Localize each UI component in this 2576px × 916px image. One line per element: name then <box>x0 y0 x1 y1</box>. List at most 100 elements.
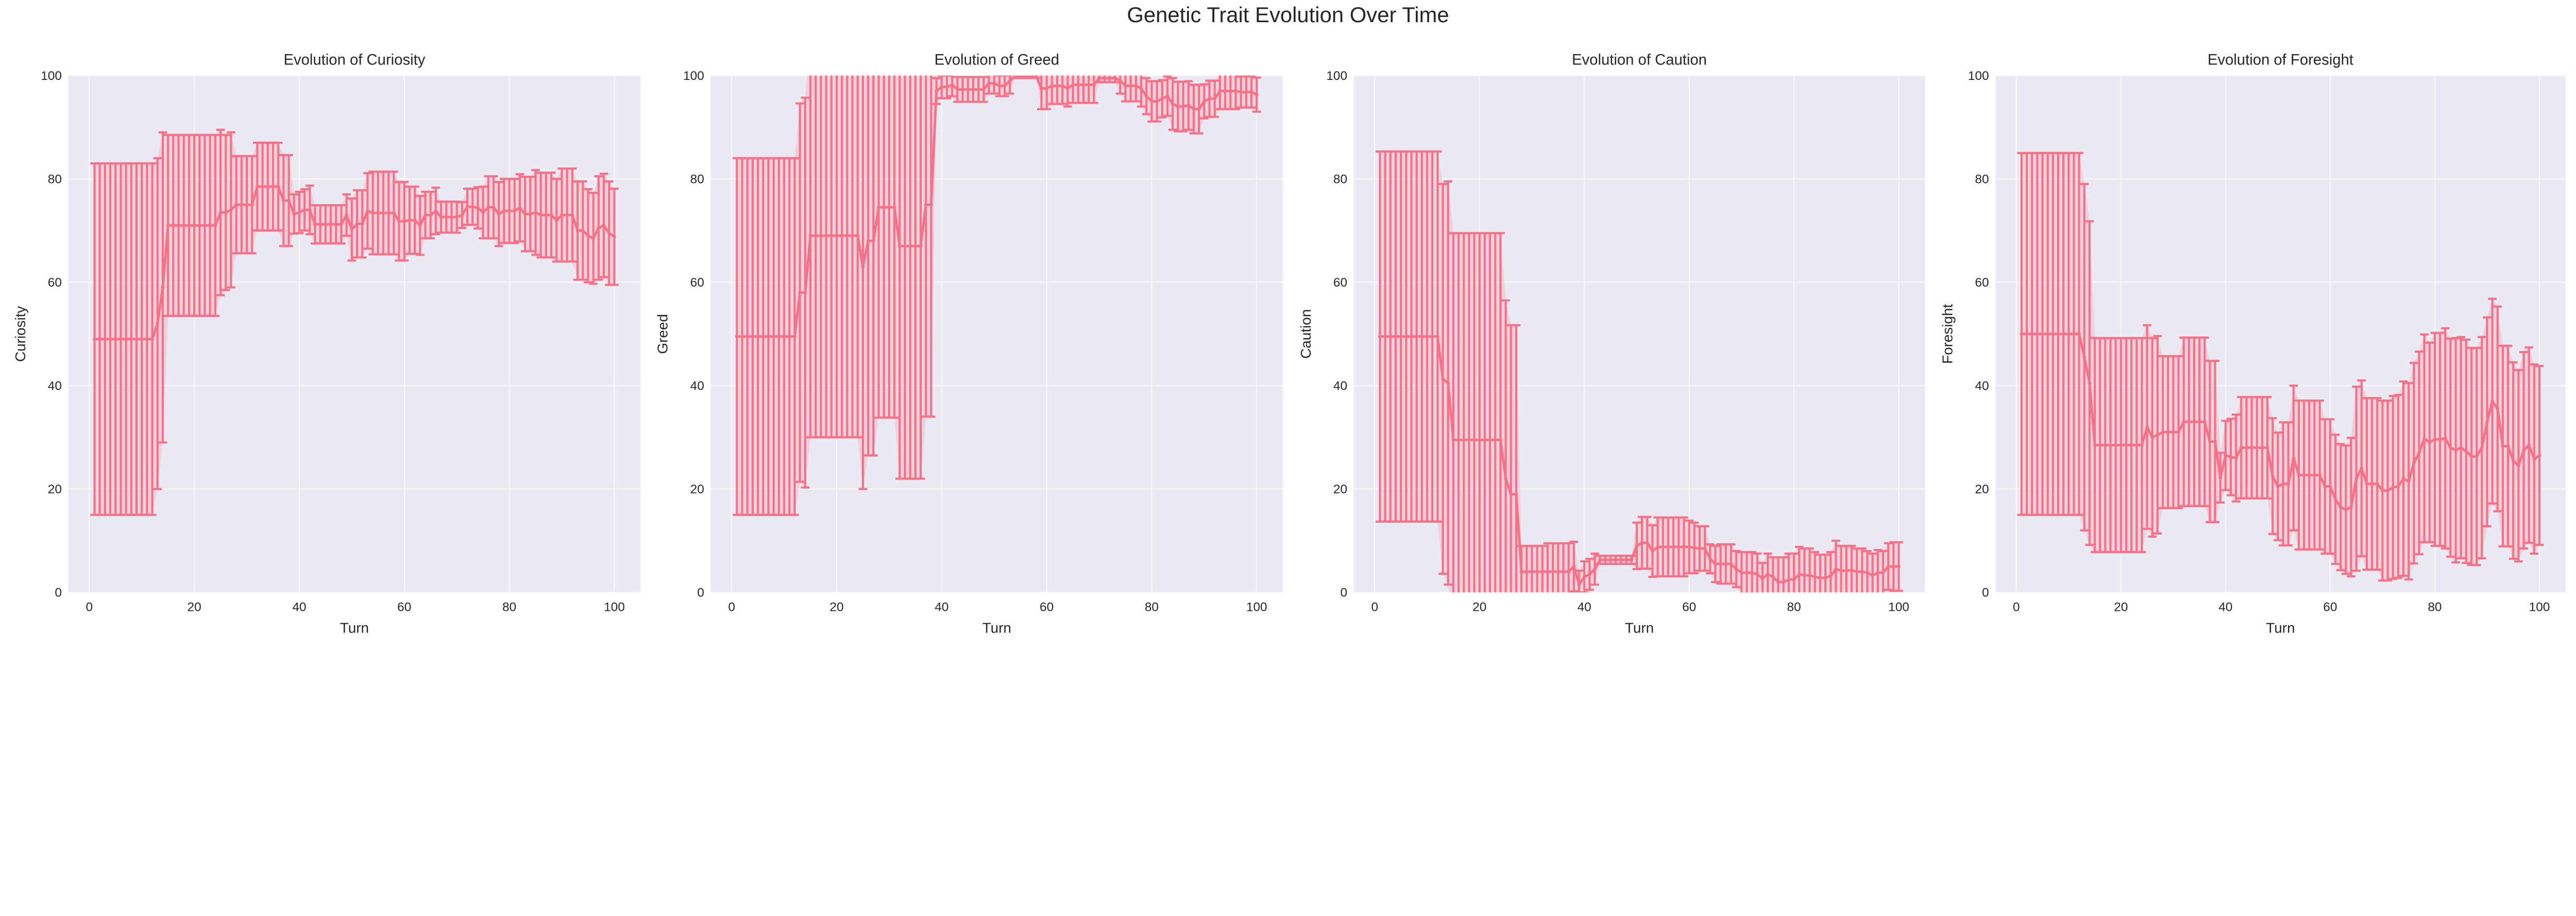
mean-point <box>908 244 912 248</box>
mean-point <box>2475 455 2479 458</box>
mean-point <box>240 203 244 207</box>
mean-point <box>1519 570 1523 574</box>
mean-point <box>2088 381 2092 385</box>
y-tick-label: 100 <box>683 69 704 83</box>
mean-point <box>2150 435 2155 439</box>
mean-point <box>913 244 918 248</box>
mean-point <box>413 218 417 222</box>
mean-point <box>329 222 333 226</box>
mean-point <box>2302 473 2306 477</box>
mean-point <box>1451 438 1455 442</box>
mean-point <box>213 223 217 227</box>
mean-point <box>1876 571 1880 575</box>
mean-point <box>2171 430 2175 434</box>
mean-point <box>166 223 170 227</box>
mean-point <box>1415 335 1419 339</box>
x-tick-label: 60 <box>1682 600 1696 614</box>
mean-point <box>1734 567 1738 571</box>
mean-point <box>2093 443 2097 447</box>
mean-point <box>2281 482 2285 486</box>
mean-point <box>2344 508 2348 512</box>
mean-point <box>481 210 485 214</box>
x-tick-label: 0 <box>2013 600 2020 614</box>
mean-point <box>2213 439 2217 443</box>
mean-point <box>1399 335 1403 339</box>
mean-point <box>2129 443 2133 447</box>
mean-point <box>2114 443 2118 447</box>
mean-point <box>1650 549 1654 553</box>
mean-point <box>513 209 517 213</box>
mean-point <box>371 211 375 215</box>
mean-point <box>2030 332 2034 336</box>
mean-point <box>2527 443 2531 447</box>
mean-point <box>1551 570 1555 574</box>
mean-point <box>1866 571 1869 575</box>
mean-point <box>1514 492 1518 496</box>
y-tick-label: 80 <box>1333 172 1347 186</box>
mean-point <box>1008 78 1012 82</box>
mean-point <box>1603 558 1607 562</box>
mean-point <box>1176 105 1180 109</box>
mean-point <box>1134 84 1138 88</box>
mean-point <box>2224 454 2228 457</box>
mean-point <box>2051 332 2055 336</box>
mean-point <box>2134 443 2139 447</box>
mean-point <box>1155 99 1159 104</box>
x-tick-label: 20 <box>2114 600 2128 614</box>
mean-point <box>1562 570 1565 574</box>
plot-area <box>90 128 619 516</box>
mean-point <box>1160 97 1164 101</box>
subplot-greed: 0 20 40 60 80 100 0 20 40 60 80 100 Evolution of Gre… <box>655 52 1283 636</box>
y-tick-label: 20 <box>690 482 704 496</box>
mean-point <box>2349 505 2353 509</box>
subplot-curiosity: 0 20 40 60 80 100 0 20 40 60 80 100 Evolution of Cur… <box>12 52 641 636</box>
mean-point <box>2119 443 2123 447</box>
y-axis-label: Caution <box>1298 309 1314 359</box>
mean-point <box>1060 84 1064 88</box>
mean-point <box>455 215 459 219</box>
mean-point <box>1535 570 1539 574</box>
mean-point <box>607 231 611 235</box>
mean-point <box>1055 84 1059 88</box>
mean-point <box>1614 558 1618 562</box>
mean-point <box>250 203 254 207</box>
mean-point <box>2480 445 2484 449</box>
mean-point <box>2365 482 2369 486</box>
mean-point <box>507 209 512 213</box>
mean-point <box>2354 477 2359 481</box>
mean-point <box>1029 75 1033 78</box>
mean-point <box>1808 573 1812 577</box>
mean-point <box>2208 439 2212 443</box>
mean-point <box>1556 570 1560 574</box>
mean-point <box>586 234 590 238</box>
mean-point <box>1850 568 1854 572</box>
mean-point <box>1478 438 1482 442</box>
mean-point <box>1739 571 1743 575</box>
mean-point <box>1692 546 1697 550</box>
mean-point <box>1420 335 1424 339</box>
mean-point <box>1635 544 1639 548</box>
mean-point <box>156 322 160 326</box>
mean-point <box>1430 335 1434 339</box>
mean-point <box>1750 571 1754 575</box>
mean-point <box>177 223 181 227</box>
mean-point <box>735 335 739 339</box>
x-tick-label: 40 <box>2218 600 2232 614</box>
mean-point <box>460 213 464 217</box>
mean-point <box>2360 467 2364 471</box>
x-tick-label: 0 <box>1371 600 1379 614</box>
y-tick-label: 20 <box>1975 482 1989 496</box>
mean-point <box>1608 558 1613 562</box>
mean-point <box>787 335 791 339</box>
mean-point <box>171 223 175 227</box>
mean-point <box>1719 562 1723 566</box>
x-tick-label: 60 <box>2323 600 2337 614</box>
mean-point <box>1766 572 1770 576</box>
mean-point <box>150 337 155 341</box>
mean-point <box>1771 575 1775 579</box>
mean-point <box>560 213 564 217</box>
mean-point <box>429 213 433 217</box>
mean-point <box>1782 580 1786 584</box>
mean-point <box>1792 577 1796 581</box>
mean-point <box>1619 558 1623 562</box>
